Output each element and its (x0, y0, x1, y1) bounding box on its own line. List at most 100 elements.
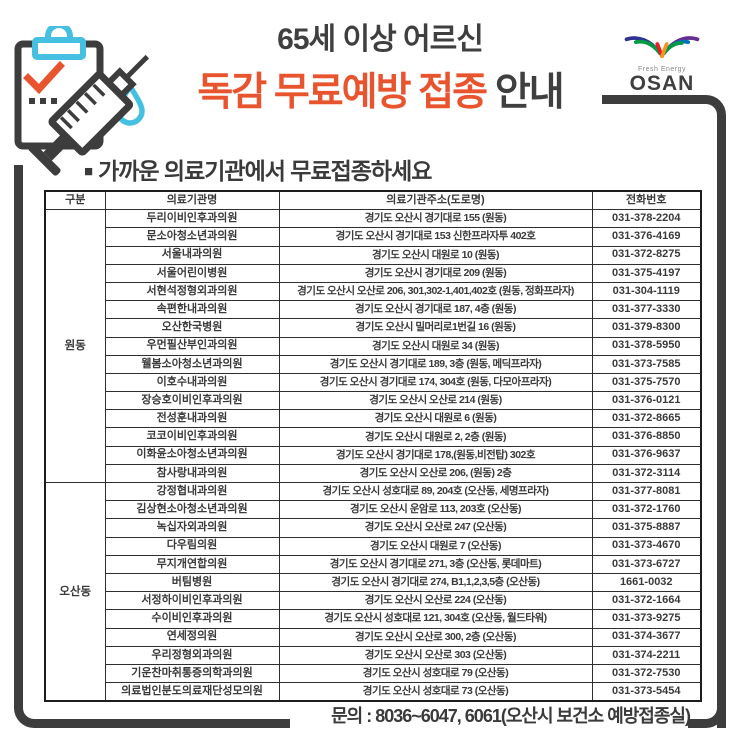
clinic-address-cell: 경기도 오산시 경기대로 189, 3층 (원동, 메딕프라자) (278, 354, 593, 374)
clinic-phone-cell: 1661-0032 (591, 572, 702, 593)
clinic-name-cell: 이호수내과의원 (104, 372, 280, 393)
table-row: 버팀병원 경기도 오산시 경기대로 274, B1,1,2,3,5층 (오산동) 1… (45, 572, 702, 593)
table-row: 원동 두리이비인후과의원 경기도 오산시 경기대로 155 (원동) 031-378-… (44, 209, 702, 483)
clinic-name-cell: 다우림의원 (104, 536, 280, 556)
clinic-name-cell: 웰봄소아청소년과의원 (104, 354, 280, 374)
clinic-table-body: 원동 두리이비인후과의원 경기도 오산시 경기대로 155 (원동) 031-378-… (44, 209, 702, 702)
clinic-phone-cell: 031-376-9637 (591, 445, 702, 465)
table-row: 무지개연합의원 경기도 오산시 경기대로 271, 3층 (오산동, 롯데마트) 0… (45, 554, 702, 574)
clinic-address-cell: 경기도 오산시 경기대로 153 신한프라자투 402호 (278, 227, 593, 247)
table-row: 우리정형외과의원 경기도 오산시 오산로 303 (오산동) 031-374-221… (45, 645, 702, 665)
table-row: 오산한국병원 경기도 오산시 밀머리로1번길 16 (원동) 031-379-830… (45, 318, 702, 338)
table-row: 코코이비인후과의원 경기도 오산시 대원로 2, 2층 (원동) 031-376-8… (45, 427, 702, 447)
column-header-clinic-name: 의료기관명 (104, 190, 280, 211)
clinic-address-cell: 경기도 오산시 성호대로 121, 304호 (오산동, 월드타워) (278, 609, 593, 629)
clinic-phone-cell: 031-375-8887 (591, 518, 702, 538)
clinic-phone-cell: 031-376-8850 (591, 427, 702, 447)
logo-tagline: Fresh Energy (637, 66, 687, 73)
clinic-address-cell: 경기도 오산시 대원로 34 (원동) (278, 336, 593, 356)
clinic-address-cell: 경기도 오산시 대원로 7 (오산동) (278, 536, 593, 556)
column-header-phone: 전화번호 (591, 190, 702, 211)
table-row: 서울내과의원 경기도 오산시 대원로 10 (원동) 031-372-8275 (45, 245, 702, 265)
clinic-name-cell: 코코이비인후과의원 (104, 427, 280, 447)
clinic-name-cell: 전성훈내과의원 (104, 409, 280, 429)
clinic-address-cell: 경기도 오산시 성호대로 89, 204호 (오산동, 세명프라자) (278, 481, 593, 502)
clinic-address-cell: 경기도 오산시 오산로 300, 2층 (오산동) (278, 627, 593, 647)
clinic-name-cell: 두리이비인후과의원 (104, 209, 280, 229)
clinic-address-cell: 경기도 오산시 대원로 2, 2층 (원동) (278, 427, 593, 447)
district-cell: 오산동 (44, 482, 106, 702)
clinic-name-cell: 이화윤소아청소년과의원 (104, 445, 280, 465)
title-highlight: 독감 무료예방 접종 (197, 71, 488, 114)
clinic-phone-cell: 031-377-3330 (591, 300, 702, 320)
clinic-phone-cell: 031-375-7570 (591, 372, 702, 393)
clinic-address-cell: 경기도 오산시 오산로 224 (오산동) (278, 591, 593, 611)
table-row: 전성훈내과의원 경기도 오산시 대원로 6 (원동) 031-372-8665 (45, 409, 702, 429)
clinic-name-cell: 의료법인분도의료재단성모의원 (104, 682, 280, 702)
dots-icon (29, 98, 57, 104)
clinic-name-cell: 버팀병원 (104, 572, 280, 593)
clinic-phone-cell: 031-372-8665 (591, 409, 702, 429)
title-rest: 안내 (486, 71, 565, 114)
table-row: 기운찬마취통증의학과의원 경기도 오산시 성호대로 79 (오산동) 031-372… (45, 663, 702, 684)
clinic-address-cell: 경기도 오산시 오산로 247 (오산동) (278, 518, 593, 538)
clinic-phone-cell: 031-373-6727 (591, 554, 702, 574)
clinic-phone-cell: 031-379-8300 (591, 318, 702, 338)
clinic-name-cell: 문소아청소년과의원 (104, 227, 280, 247)
clinic-name-cell: 기운찬마취통증의학과의원 (104, 663, 280, 684)
table-row: 김상현소아청소년과의원 경기도 오산시 운암로 113, 203호 (오산동) 03… (45, 500, 702, 520)
clinic-address-cell: 경기도 오산시 오산로 206, (원동) 2층 (278, 463, 593, 484)
table-row: 연세정의원 경기도 오산시 오산로 300, 2층 (오산동) 031-374-36… (45, 627, 702, 647)
clinic-phone-cell: 031-372-3114 (591, 463, 702, 484)
clipboard-syringe-icon (14, 26, 150, 176)
clinic-phone-cell: 031-376-4169 (591, 227, 702, 247)
clinic-name-cell: 무지개연합의원 (104, 554, 280, 574)
syringe-icon (28, 54, 150, 176)
clinic-name-cell: 녹십자외과의원 (104, 518, 280, 538)
clinic-address-cell: 경기도 오산시 경기대로 187, 4층 (원동) (278, 300, 593, 320)
clinic-address-cell: 경기도 오산시 경기대로 155 (원동) (278, 209, 593, 229)
title-subline: 65세 이상 어르신 (277, 23, 484, 56)
table-row: 문소아청소년과의원 경기도 오산시 경기대로 153 신한프라자투 402호 031… (45, 227, 702, 247)
clinic-phone-cell: 031-374-3677 (591, 627, 702, 647)
clinic-address-cell: 경기도 오산시 성호대로 79 (오산동) (278, 663, 593, 684)
page-title: 65세 이상 어르신 독감 무료예방 접종 안내 (140, 14, 620, 117)
osan-logo: Fresh Energy OSAN (612, 28, 712, 94)
clinic-table: 구분 의료기관명 의료기관주소(도로명) 전화번호 원동 두리이비인후과의원 경기도… (44, 190, 702, 703)
table-row: 웰봄소아청소년과의원 경기도 오산시 경기대로 189, 3층 (원동, 메딕프라… (45, 354, 702, 374)
table-row: 서현석정형외과의원 경기도 오산시 오산로 206, 301,302-1,401,… (45, 281, 702, 302)
osan-wing-icon (624, 36, 700, 58)
clinic-name-cell: 오산한국병원 (104, 318, 280, 338)
clinic-phone-cell: 031-372-8275 (591, 245, 702, 265)
clinic-address-cell: 경기도 오산시 경기대로 178,(원동,비전탑) 302호 (278, 445, 593, 465)
column-header-district: 구분 (44, 190, 106, 211)
table-row: 의료법인분도의료재단성모의원 경기도 오산시 성호대로 73 (오산동) 031-3… (45, 682, 702, 702)
clinic-address-cell: 경기도 오산시 성호대로 73 (오산동) (278, 682, 593, 702)
section-heading-text: 가까운 의료기관에서 무료접종하세요 (98, 158, 432, 184)
title-mainline: 독감 무료예방 접종 안내 (140, 61, 620, 117)
clinic-name-cell: 속편한내과의원 (104, 300, 280, 320)
clinic-phone-cell: 031-377-8081 (591, 481, 702, 502)
table-row: 이화윤소아청소년과의원 경기도 오산시 경기대로 178,(원동,비전탑) 302… (45, 445, 702, 465)
table-header-row: 구분 의료기관명 의료기관주소(도로명) 전화번호 (44, 190, 702, 211)
logo-name: OSAN (629, 72, 695, 95)
table-row: 장승호이비인후과의원 경기도 오산시 오산로 214 (원동) 031-376-01… (45, 391, 702, 411)
clinic-address-cell: 경기도 오산시 오산로 206, 301,302-1,401,402호 (원동,… (278, 281, 593, 302)
clinic-name-cell: 김상현소아청소년과의원 (104, 500, 280, 520)
clinic-phone-cell: 031-378-5950 (591, 336, 702, 356)
clinic-address-cell: 경기도 오산시 경기대로 274, B1,1,2,3,5층 (오산동) (278, 572, 593, 593)
clinic-phone-cell: 031-372-7530 (591, 663, 702, 684)
checkmark-icon (23, 61, 65, 95)
table-row: 서정하이비인후과의원 경기도 오산시 오산로 224 (오산동) 031-372-1… (45, 591, 702, 611)
clinic-name-cell: 수이비인후과의원 (104, 609, 280, 629)
clinic-phone-cell: 031-378-2204 (591, 209, 702, 229)
clinic-name-cell: 강정협내과의원 (104, 481, 280, 502)
clinic-name-cell: 연세정의원 (104, 627, 280, 647)
clinic-name-cell: 우먼필산부인과의원 (104, 336, 280, 356)
table-row: 우먼필산부인과의원 경기도 오산시 대원로 34 (원동) 031-378-5950 (45, 336, 702, 356)
section-heading: ■ 가까운 의료기관에서 무료접종하세요 (84, 152, 432, 186)
clinic-name-cell: 서울어린이병원 (104, 263, 280, 283)
table-row: 이호수내과의원 경기도 오산시 경기대로 174, 304호 (원동, 다모아프라… (45, 372, 702, 393)
clinic-phone-cell: 031-373-7585 (591, 354, 702, 374)
clinic-phone-cell: 031-372-1760 (591, 500, 702, 520)
